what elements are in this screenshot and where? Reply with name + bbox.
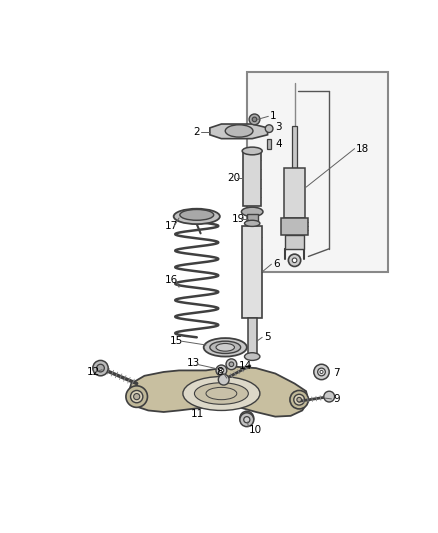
Text: 20: 20 <box>227 173 240 183</box>
Text: 19: 19 <box>231 214 245 224</box>
Bar <box>285 235 304 249</box>
Bar <box>292 126 297 168</box>
Ellipse shape <box>194 383 248 405</box>
Polygon shape <box>129 367 308 417</box>
Circle shape <box>244 415 250 421</box>
Text: 4: 4 <box>276 139 282 149</box>
Ellipse shape <box>216 343 234 351</box>
Circle shape <box>134 393 140 400</box>
Ellipse shape <box>225 125 253 137</box>
Text: 1: 1 <box>270 111 276 122</box>
Bar <box>242 225 262 318</box>
Text: 6: 6 <box>273 259 279 269</box>
Ellipse shape <box>204 338 247 357</box>
Circle shape <box>131 391 143 403</box>
Circle shape <box>290 391 308 409</box>
Circle shape <box>244 417 250 423</box>
Bar <box>247 318 257 357</box>
Circle shape <box>226 359 237 370</box>
Text: 5: 5 <box>264 332 270 342</box>
Text: 3: 3 <box>276 122 282 132</box>
Ellipse shape <box>244 353 260 360</box>
Circle shape <box>288 254 301 266</box>
Circle shape <box>265 125 273 133</box>
Text: 16: 16 <box>165 274 178 285</box>
Text: 12: 12 <box>87 367 100 377</box>
Circle shape <box>240 413 254 426</box>
Circle shape <box>218 374 229 385</box>
Circle shape <box>314 364 329 379</box>
Bar <box>243 151 261 206</box>
Polygon shape <box>210 124 268 139</box>
Ellipse shape <box>183 377 260 410</box>
Ellipse shape <box>180 209 214 220</box>
Circle shape <box>252 117 257 122</box>
Text: 11: 11 <box>191 409 204 419</box>
Circle shape <box>97 364 104 372</box>
Circle shape <box>318 368 325 376</box>
Ellipse shape <box>173 209 220 224</box>
Ellipse shape <box>242 147 262 155</box>
Text: 14: 14 <box>239 361 252 371</box>
Text: 10: 10 <box>248 425 261 435</box>
Circle shape <box>320 370 323 374</box>
Circle shape <box>292 258 297 263</box>
Ellipse shape <box>244 220 260 227</box>
Circle shape <box>126 386 148 407</box>
Circle shape <box>297 398 301 402</box>
Circle shape <box>93 360 108 376</box>
Text: 7: 7 <box>333 368 340 378</box>
Circle shape <box>324 391 335 402</box>
Text: 8: 8 <box>216 367 223 377</box>
Circle shape <box>219 368 224 373</box>
Ellipse shape <box>210 341 240 353</box>
Circle shape <box>294 394 304 405</box>
Bar <box>267 139 272 149</box>
Bar <box>247 71 389 272</box>
Ellipse shape <box>241 207 263 216</box>
Bar <box>281 218 308 235</box>
Bar <box>284 168 305 218</box>
Bar <box>247 214 258 223</box>
Circle shape <box>216 365 227 376</box>
Text: 9: 9 <box>333 394 340 404</box>
Text: 15: 15 <box>170 336 183 346</box>
Text: 17: 17 <box>165 221 178 231</box>
Circle shape <box>249 114 260 125</box>
Text: 13: 13 <box>187 358 200 368</box>
Text: 2: 2 <box>193 127 200 137</box>
Text: 18: 18 <box>356 144 369 154</box>
Circle shape <box>229 362 234 367</box>
Circle shape <box>240 411 254 425</box>
